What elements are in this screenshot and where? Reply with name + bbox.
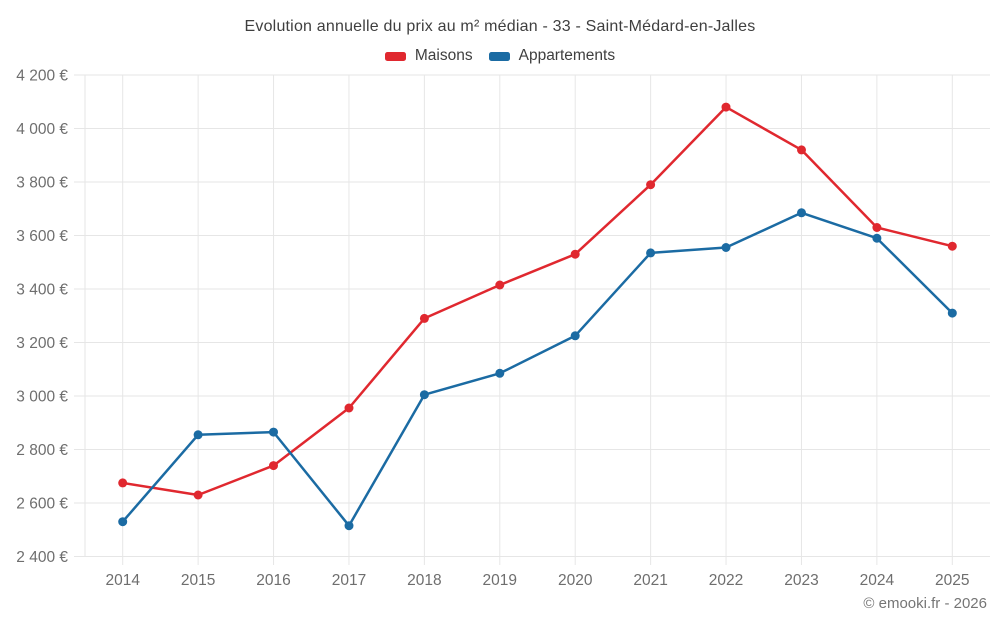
data-point-maisons-2024 xyxy=(872,223,882,232)
chart-legend: Maisons Appartements xyxy=(0,47,1000,65)
data-point-maisons-2022 xyxy=(721,102,731,112)
attribution-text: © emooki.fr - 2026 xyxy=(863,595,987,612)
data-point-appartements-2021 xyxy=(646,248,656,258)
data-point-appartements-2020 xyxy=(570,331,580,341)
x-tick-label: 2020 xyxy=(558,572,593,589)
x-tick-label: 2023 xyxy=(784,572,818,589)
data-point-maisons-2025 xyxy=(947,241,957,251)
data-point-appartements-2016 xyxy=(269,427,278,437)
y-tick-label: 4 200 € xyxy=(16,68,68,85)
data-point-maisons-2020 xyxy=(570,249,580,259)
y-tick-label: 3 200 € xyxy=(16,335,68,352)
y-tick-label: 3 400 € xyxy=(16,282,68,299)
data-point-appartements-2015 xyxy=(193,430,203,440)
data-point-maisons-2016 xyxy=(269,461,278,471)
y-tick-label: 2 400 € xyxy=(16,549,68,566)
x-tick-label: 2018 xyxy=(407,572,441,589)
y-tick-label: 2 600 € xyxy=(16,496,68,513)
y-tick-label: 3 000 € xyxy=(16,389,68,406)
series-line-appartements xyxy=(121,211,954,527)
data-point-appartements-2017 xyxy=(344,521,354,531)
x-tick-label: 2016 xyxy=(256,572,290,589)
x-tick-label: 2017 xyxy=(332,572,366,589)
data-point-maisons-2015 xyxy=(193,490,203,500)
data-point-appartements-2023 xyxy=(797,208,806,218)
series-line-maisons xyxy=(121,105,954,497)
data-point-appartements-2019 xyxy=(495,368,505,378)
y-tick-label: 4 000 € xyxy=(16,121,68,138)
legend-item-appartements[interactable]: Appartements xyxy=(488,47,616,65)
data-point-maisons-2018 xyxy=(419,313,429,323)
data-point-appartements-2014 xyxy=(118,517,128,527)
data-point-appartements-2024 xyxy=(872,233,882,243)
x-tick-label: 2024 xyxy=(860,572,895,589)
data-point-maisons-2023 xyxy=(797,145,806,155)
chart-title: Evolution annuelle du prix au m² médian … xyxy=(244,18,756,35)
data-point-maisons-2017 xyxy=(344,403,354,413)
y-tick-label: 3 600 € xyxy=(16,228,68,245)
x-tick-label: 2019 xyxy=(483,572,517,589)
x-tick-label: 2021 xyxy=(633,572,667,589)
legend-item-maisons[interactable]: Maisons xyxy=(384,47,473,65)
data-point-maisons-2021 xyxy=(646,180,656,190)
axis-labels: 2 400 € 2 600 € 2 800 € 3 000 € 3 200 € 3 400… xyxy=(16,68,969,590)
data-point-appartements-2018 xyxy=(419,390,429,400)
y-tick-label: 2 800 € xyxy=(16,442,68,459)
gridlines xyxy=(74,74,990,565)
data-point-maisons-2019 xyxy=(495,280,505,290)
x-tick-label: 2015 xyxy=(181,572,215,589)
x-tick-label: 2022 xyxy=(709,572,743,589)
legend-label-appartements: Appartements xyxy=(518,47,616,64)
appartements-series-swatch-icon xyxy=(488,51,510,61)
series-lines xyxy=(118,102,957,531)
legend-label-maisons: Maisons xyxy=(414,47,473,64)
data-point-appartements-2025 xyxy=(947,308,957,318)
y-tick-label: 3 800 € xyxy=(16,175,68,192)
data-point-appartements-2022 xyxy=(721,243,731,252)
maisons-series-swatch-icon xyxy=(384,51,406,61)
x-tick-label: 2014 xyxy=(105,572,140,589)
x-tick-label: 2025 xyxy=(935,572,969,589)
data-point-maisons-2014 xyxy=(118,478,128,488)
